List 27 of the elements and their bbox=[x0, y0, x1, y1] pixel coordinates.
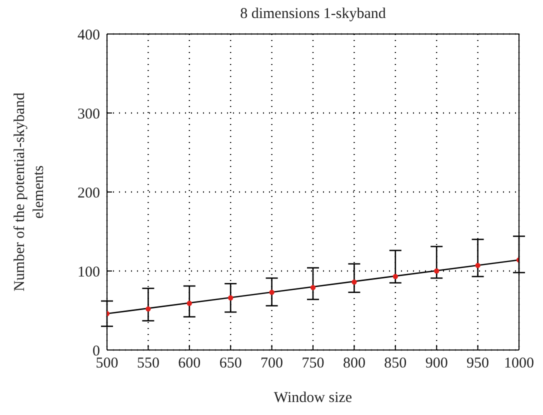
x-tick-label: 500 bbox=[96, 356, 118, 372]
y-axis-title: Number of the potential-skyband elements bbox=[11, 92, 48, 294]
y-tick-label: 200 bbox=[78, 185, 100, 202]
x-tick-label: 750 bbox=[302, 356, 324, 372]
x-tick-label: 800 bbox=[342, 356, 366, 372]
point bbox=[434, 268, 440, 274]
x-tick-label: 650 bbox=[219, 356, 242, 372]
y-tick-label: 400 bbox=[78, 27, 100, 44]
point bbox=[146, 306, 151, 312]
x-axis-title: Window size bbox=[272, 390, 354, 407]
point bbox=[352, 279, 357, 285]
x-tick-label: 550 bbox=[136, 356, 160, 372]
point bbox=[186, 300, 192, 306]
point bbox=[269, 290, 274, 295]
x-tick-label: 700 bbox=[260, 356, 284, 372]
y-tick-label: 100 bbox=[78, 264, 100, 280]
point bbox=[310, 284, 316, 290]
chart-title: 8 dimensions 1-skyband bbox=[239, 6, 387, 23]
x-tick-label: 1000 bbox=[504, 356, 534, 372]
point bbox=[392, 274, 398, 280]
point bbox=[475, 262, 480, 268]
x-tick-label: 850 bbox=[384, 356, 407, 372]
point bbox=[228, 295, 234, 300]
x-tick-label: 950 bbox=[466, 356, 490, 372]
x-tick-label: 600 bbox=[178, 356, 201, 372]
y-tick-label: 300 bbox=[78, 106, 100, 122]
x-tick-label: 900 bbox=[425, 356, 448, 372]
